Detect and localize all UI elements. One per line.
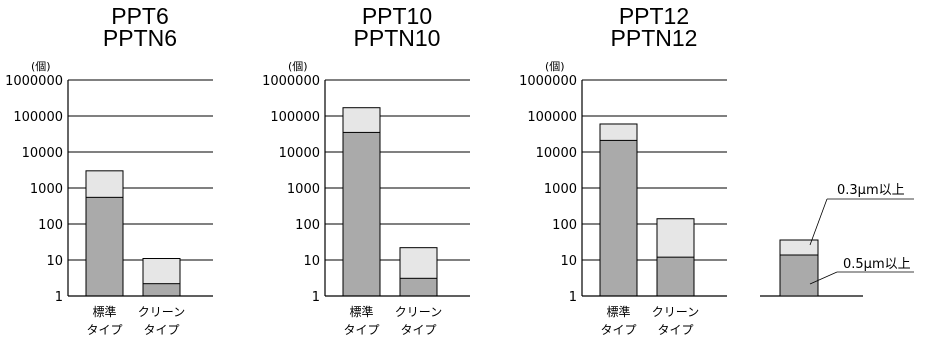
category-label: 標準	[92, 304, 116, 319]
chart-title-line: PPT12	[619, 3, 689, 29]
y-tick-label: 1	[569, 290, 577, 305]
legend-lower-label: 0.5μm以上	[843, 257, 911, 272]
y-unit-label: (個)	[288, 60, 308, 73]
y-tick-label: 100000	[527, 110, 577, 125]
y-tick-label: 1000000	[262, 74, 320, 89]
y-tick-label: 10000	[536, 146, 577, 161]
y-tick-label: 10000	[22, 146, 63, 161]
y-unit-label: (個)	[545, 60, 565, 73]
category-label: タイプ	[400, 323, 436, 337]
y-tick-label: 100	[295, 218, 320, 233]
y-tick-label: 1	[312, 290, 320, 305]
category-label: タイプ	[343, 323, 379, 337]
y-tick-label: 100000	[13, 110, 63, 125]
chart-title-line: PPT6	[111, 3, 169, 29]
y-tick-label: 100000	[270, 110, 320, 125]
y-tick-label: 10	[303, 254, 320, 269]
y-tick-label: 1000	[30, 182, 63, 197]
legend-lower-leader	[809, 271, 838, 285]
chart-panels: PPT6PPTN6(個)1000000100000100001000100101…	[5, 3, 727, 337]
legend-lower-swatch	[779, 254, 819, 297]
category-label: クリーン	[652, 305, 699, 319]
category-label: タイプ	[86, 323, 122, 337]
y-tick-label: 10000	[279, 146, 320, 161]
legend-upper-swatch	[779, 239, 819, 256]
y-tick-label: 1000000	[519, 74, 577, 89]
y-tick-label: 1000	[544, 182, 577, 197]
category-label: 標準	[606, 304, 630, 319]
category-label: クリーン	[138, 305, 185, 319]
chart-title-line: PPTN12	[611, 25, 698, 51]
y-tick-label: 10	[560, 254, 577, 269]
y-tick-label: 1	[55, 290, 63, 305]
category-label: タイプ	[600, 323, 636, 337]
bar-0.5um	[399, 277, 438, 297]
y-tick-label: 1000000	[5, 74, 63, 89]
legend-upper-label: 0.3μm以上	[837, 183, 905, 198]
bar-0.5um	[656, 256, 695, 297]
chart-title-line: PPTN10	[354, 25, 441, 51]
category-label: クリーン	[395, 305, 442, 319]
y-unit-label: (個)	[31, 60, 51, 73]
category-label: タイプ	[143, 323, 179, 337]
y-tick-label: 100	[552, 218, 577, 233]
category-label: 標準	[349, 304, 373, 319]
bar-0.5um	[599, 139, 638, 297]
legend-upper-leader	[809, 198, 828, 246]
chart-title-line: PPTN6	[103, 25, 177, 51]
y-tick-label: 100	[38, 218, 63, 233]
bar-0.5um	[342, 131, 381, 297]
y-tick-label: 10	[46, 254, 63, 269]
chart-title-line: PPT10	[362, 3, 432, 29]
y-tick-label: 1000	[287, 182, 320, 197]
bar-0.5um	[142, 283, 181, 297]
bar-0.5um	[85, 196, 124, 297]
legend: 0.3μm以上 0.5μm以上	[760, 183, 914, 297]
category-label: タイプ	[657, 323, 693, 337]
